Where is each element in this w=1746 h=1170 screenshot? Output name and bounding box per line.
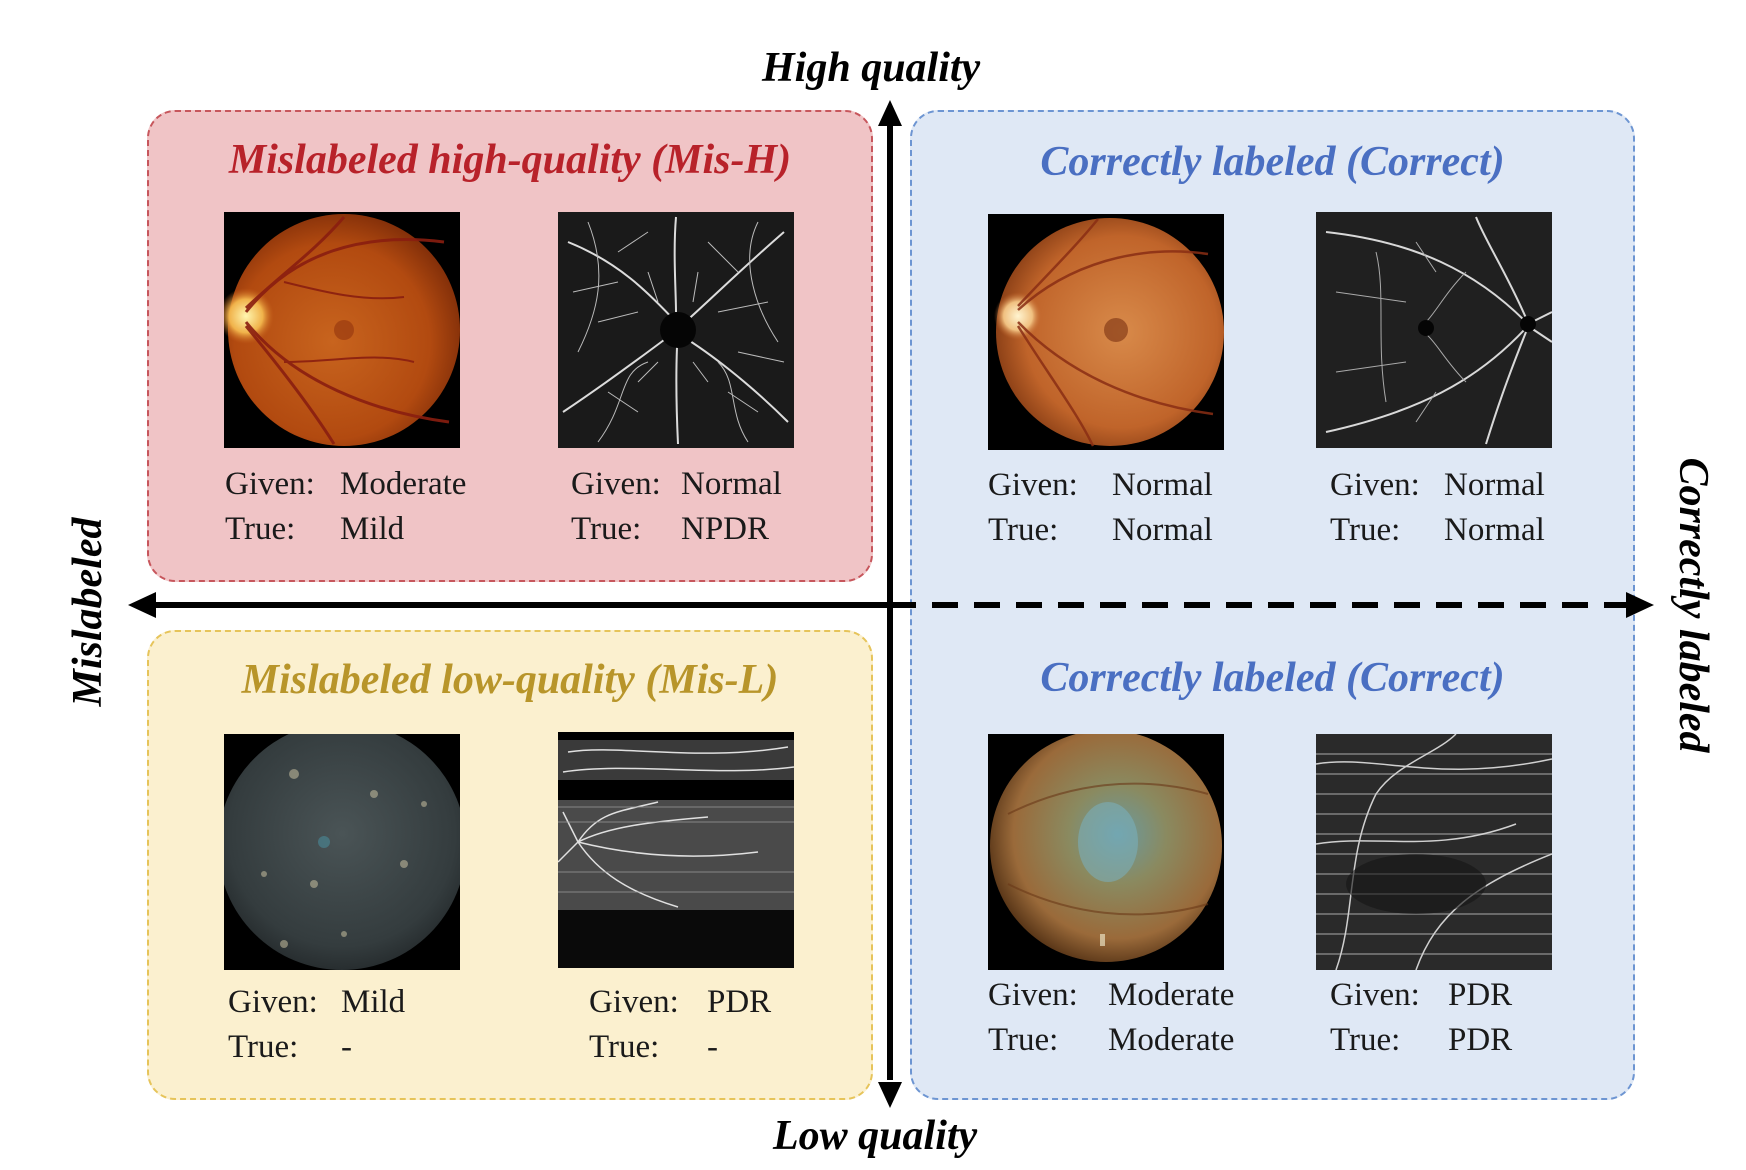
mis-l-caption-2: Given: PDR True: -: [589, 984, 772, 1065]
correct-l-fundus-image: [988, 734, 1224, 970]
mis-h-title: Mislabeled high-quality (Mis-H): [228, 137, 792, 183]
correct-l-caption-1: Given: Moderate True: Moderate: [988, 977, 1235, 1058]
correct-l-title: Correctly labeled (Correct): [1040, 655, 1505, 701]
axis-label-right: Correctly labeled: [1670, 457, 1716, 753]
mis-l-octa-image: [558, 732, 794, 968]
mis-h-octa-image: [558, 212, 794, 448]
mis-l-title: Mislabeled low-quality (Mis-L): [241, 657, 779, 703]
quality-axis: [878, 100, 902, 1108]
correct-h-caption-2: Given: Normal True: Normal: [1330, 467, 1545, 548]
correct-l-octa-image: [1316, 734, 1552, 970]
correct-l-caption-2: Given: PDR True: PDR: [1330, 977, 1513, 1058]
mis-l-caption-1: Given: Mild True: -: [228, 984, 406, 1065]
correct-h-caption-1: Given: Normal True: Normal: [988, 467, 1213, 548]
mis-h-fundus-image: [224, 212, 460, 448]
mis-h-caption-2: Given: Normal True: NPDR: [571, 466, 782, 547]
mis-l-fundus-image: [224, 734, 460, 970]
axis-label-top: High quality: [762, 45, 981, 91]
label-axis: [128, 592, 1654, 618]
mis-h-caption-1: Given: Moderate True: Mild: [225, 466, 467, 547]
axis-label-left: Mislabeled: [65, 517, 111, 707]
correct-h-title: Correctly labeled (Correct): [1040, 139, 1505, 185]
correct-h-octa-image: [1316, 212, 1552, 448]
axis-label-bottom: Low quality: [773, 1113, 978, 1159]
correct-h-fundus-image: [988, 214, 1224, 450]
